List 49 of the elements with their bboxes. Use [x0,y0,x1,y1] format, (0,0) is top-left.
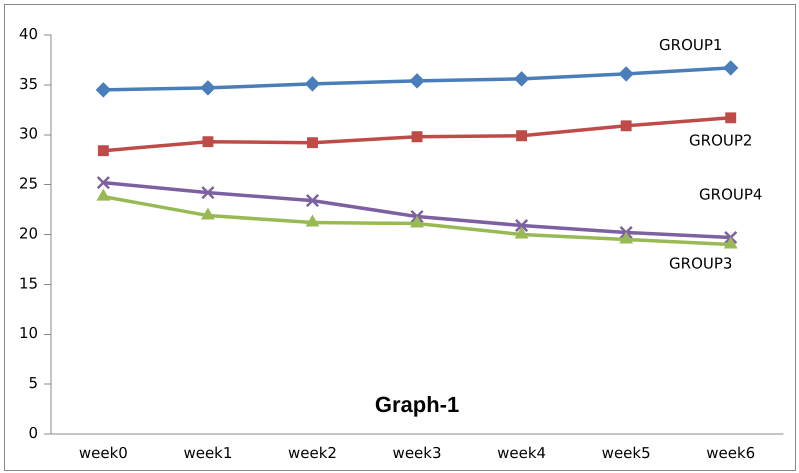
y-tick-label: 25 [18,174,38,193]
point [724,230,738,244]
point [410,73,425,88]
series-label: GROUP1 [659,36,722,54]
y-tick-label: 5 [28,374,38,392]
x-tick-label: week3 [392,444,442,462]
x-tick-label: week0 [78,444,128,462]
point [201,208,214,220]
point [620,232,633,244]
x-tick-label: week5 [602,444,651,462]
y-tick-label: 0 [28,424,38,442]
point [304,76,320,92]
y-tick-label: 40 [18,24,38,43]
series-label: GROUP3 [669,254,732,272]
point [201,186,215,200]
point [307,137,318,148]
x-tick-label: week1 [183,444,232,462]
point [725,112,736,124]
point [619,226,634,240]
point [412,131,422,142]
point [514,218,529,232]
point [514,71,530,86]
point [96,82,111,98]
point [306,215,320,227]
point [723,60,738,76]
point [202,136,214,148]
point [98,145,109,156]
text: GROUP4 [699,185,762,204]
x-tick-label: week4 [497,444,546,462]
point [306,194,320,208]
point [410,210,424,224]
y-tick-label: 15 [18,274,38,292]
series-label: GROUP2 [689,132,752,150]
point [724,236,738,248]
point [515,227,528,238]
y-tick-label: 35 [18,74,38,93]
point [96,176,110,190]
y-tick-label: 30 [18,124,38,143]
text: Graph-1 [374,392,460,418]
x-tick-label: week2 [288,444,337,462]
point [200,80,216,96]
y-tick-label: 20 [18,224,38,242]
point [516,130,528,142]
x-tick-label: week6 [706,444,756,462]
point [410,216,424,228]
y-tick-label: 10 [18,324,38,342]
point [96,189,110,201]
point [618,66,634,82]
point [620,120,632,132]
